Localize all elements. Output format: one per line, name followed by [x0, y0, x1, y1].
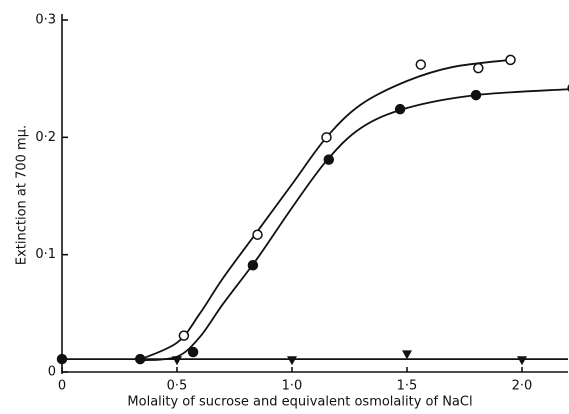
- x-tick-label: 0: [58, 379, 66, 394]
- triangle-marker: [172, 356, 182, 366]
- x-tick-label: 2·0: [512, 379, 533, 394]
- y-tick-label: 0: [48, 365, 56, 380]
- fit-curve: [137, 58, 511, 362]
- open-marker: [505, 54, 516, 66]
- open-marker: [321, 132, 332, 143]
- y-tick-label: 0·3: [35, 13, 56, 28]
- filled-marker: [247, 259, 259, 271]
- y-tick-label: 0·1: [35, 247, 56, 262]
- triangle-marker: [287, 356, 297, 366]
- open-marker: [473, 62, 484, 74]
- open-marker: [252, 229, 263, 240]
- x-axis-label: Molality of sucrose and equivalent osmol…: [127, 395, 472, 410]
- open-marker: [415, 59, 427, 70]
- filled-marker: [394, 103, 406, 115]
- y-axis-label: Extinction at 700 mμ.: [15, 125, 30, 265]
- filled-marker: [134, 353, 146, 365]
- fit-curve: [142, 88, 569, 362]
- triangle-marker: [517, 356, 527, 366]
- x-tick-label: 1·5: [397, 379, 418, 394]
- filled-marker: [470, 89, 482, 101]
- y-tick-label: 0·2: [35, 130, 56, 145]
- open-marker: [178, 330, 190, 341]
- triangle-marker: [402, 350, 412, 360]
- x-tick-label: 0·5: [167, 379, 188, 394]
- filled-marker: [56, 353, 68, 365]
- x-tick-label: 1·0: [282, 379, 303, 394]
- filled-marker: [323, 154, 335, 165]
- filled-marker: [187, 346, 199, 358]
